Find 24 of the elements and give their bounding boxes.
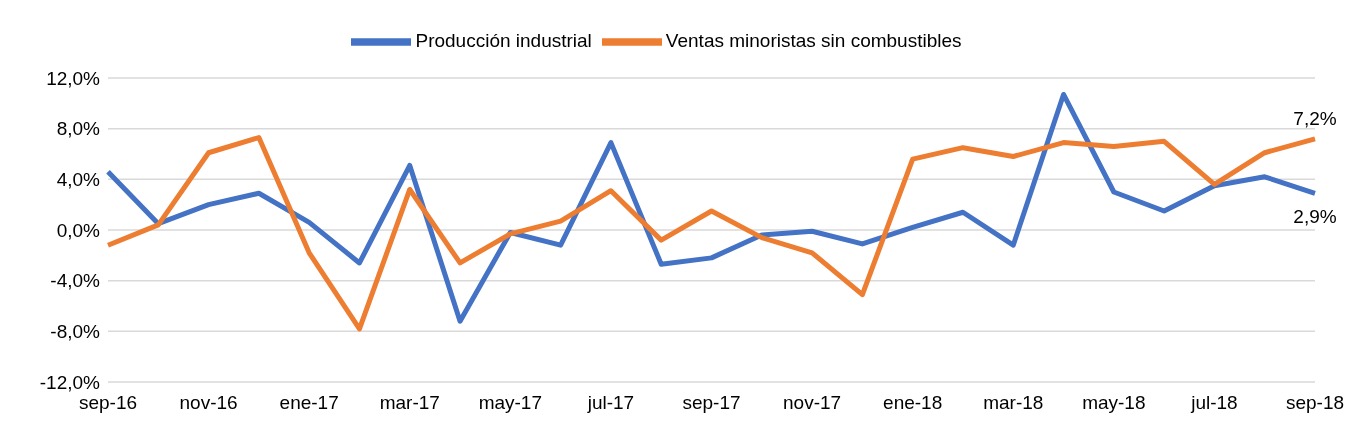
x-tick-label: sep-16 bbox=[78, 392, 138, 414]
y-tick-label: 12,0% bbox=[46, 67, 101, 89]
x-tick-label: sep-17 bbox=[682, 392, 741, 414]
x-tick-label: ene-18 bbox=[883, 392, 943, 414]
x-tick-label: may-18 bbox=[1082, 392, 1146, 414]
x-tick-label: jul-18 bbox=[1190, 392, 1238, 414]
y-tick-label: -12,0% bbox=[39, 371, 101, 393]
y-tick-label: -8,0% bbox=[50, 321, 101, 343]
y-tick-label: 0,0% bbox=[56, 219, 101, 241]
x-tick-label: sep-18 bbox=[1285, 392, 1345, 414]
x-tick-label: ene-17 bbox=[279, 392, 339, 414]
x-tick-label: mar-18 bbox=[983, 392, 1044, 414]
x-tick-label: nov-17 bbox=[783, 392, 842, 414]
x-tick-label: nov-16 bbox=[179, 392, 238, 414]
x-tick-label: mar-17 bbox=[379, 392, 440, 414]
legend-label: Ventas minoristas sin combustibles bbox=[665, 30, 962, 52]
x-tick-label: jul-17 bbox=[586, 392, 635, 414]
y-tick-label: 8,0% bbox=[56, 118, 101, 140]
y-tick-label: 4,0% bbox=[56, 169, 101, 191]
data-label: 2,9% bbox=[1293, 206, 1337, 228]
legend-label: Producción industrial bbox=[415, 30, 592, 52]
data-label: 7,2% bbox=[1293, 107, 1337, 129]
y-tick-label: -4,0% bbox=[50, 270, 101, 292]
x-tick-label: may-17 bbox=[478, 392, 543, 414]
